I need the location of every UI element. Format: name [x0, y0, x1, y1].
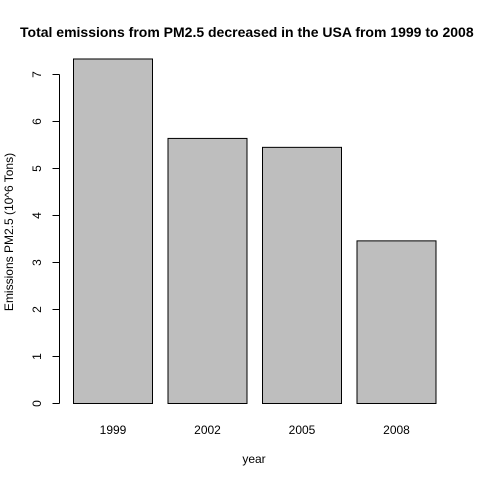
y-axis: 0 1 2 3 4 5 6 7 [30, 71, 60, 407]
chart-title: Total emissions from PM2.5 decreased in … [20, 24, 474, 40]
x-tick-label: 2002 [194, 423, 221, 437]
x-tick-label: 2008 [383, 423, 410, 437]
bar-2008 [356, 240, 437, 404]
x-tick-label: 2005 [289, 423, 316, 437]
y-tick-label: 1 [30, 353, 44, 360]
y-tick-label: 5 [30, 165, 44, 172]
x-axis-label: year [242, 452, 265, 466]
bar-2005 [262, 146, 342, 404]
x-axis-tick-labels: 1999 2002 2005 2008 [100, 423, 411, 437]
x-tick-label: 1999 [100, 423, 127, 437]
bar-1999 [73, 58, 153, 405]
bar-2002 [167, 137, 248, 404]
y-tick-label: 7 [30, 71, 44, 78]
y-tick-label: 6 [30, 118, 44, 125]
bars [73, 58, 437, 405]
y-tick-label: 4 [30, 212, 44, 219]
y-tick-label: 0 [30, 400, 44, 407]
y-tick-label: 2 [30, 306, 44, 313]
y-axis-label: Emissions PM2.5 (10^6 Tons) [2, 153, 16, 311]
y-tick-label: 3 [30, 259, 44, 266]
